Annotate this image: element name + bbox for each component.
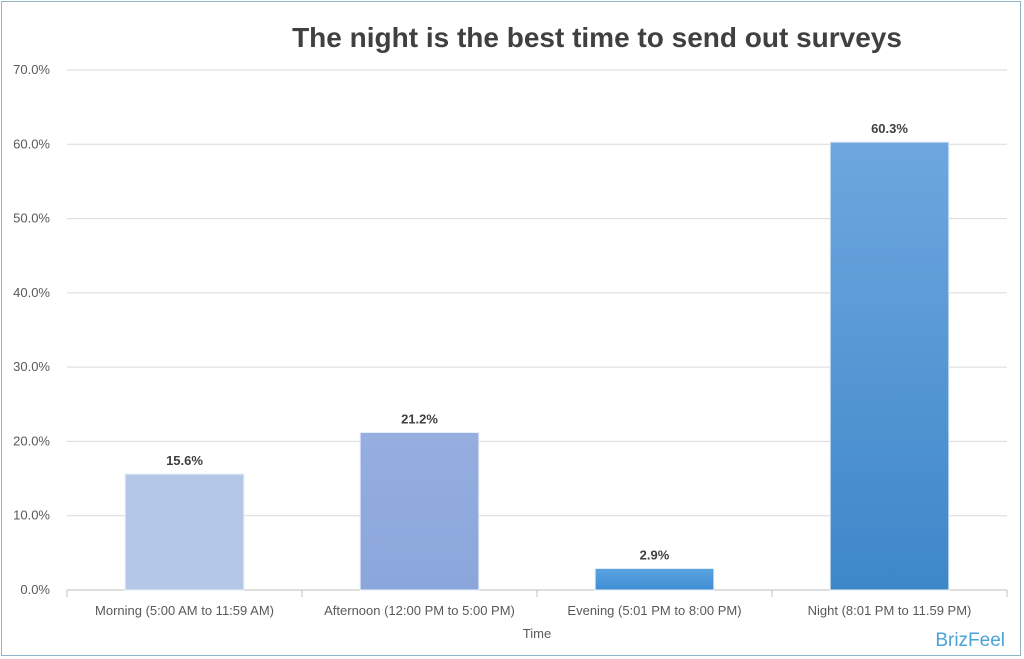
- y-tick-label: 10.0%: [13, 508, 50, 523]
- y-tick-label: 70.0%: [13, 62, 50, 77]
- x-tick-label: Morning (5:00 AM to 11:59 AM): [95, 603, 274, 618]
- bar-layer: [124, 141, 950, 591]
- data-label: 15.6%: [166, 453, 203, 468]
- data-label: 60.3%: [871, 121, 908, 136]
- y-tick-label: 60.0%: [13, 136, 50, 151]
- x-tick-label: Evening (5:01 PM to 8:00 PM): [567, 603, 741, 618]
- y-tick-label: 50.0%: [13, 211, 50, 226]
- data-label: 21.2%: [401, 412, 438, 427]
- x-tick-label: Night (8:01 PM to 11.59 PM): [808, 603, 972, 618]
- label-layer: 0.0% 10.0% 20.0% 30.0% 40.0% 50.0% 60.0% 70.0% 1…: [13, 62, 971, 618]
- bar: [594, 567, 715, 591]
- bar: [124, 473, 245, 591]
- x-axis-title: Time: [523, 626, 551, 641]
- data-label: 2.9%: [640, 547, 670, 562]
- y-tick-label: 40.0%: [13, 285, 50, 300]
- y-tick-label: 20.0%: [13, 433, 50, 448]
- y-tick-label: 0.0%: [20, 582, 50, 597]
- chart-title: The night is the best time to send out s…: [292, 22, 902, 53]
- brand-watermark: BrizFeel: [935, 630, 1005, 651]
- x-tick-label: Afternoon (12:00 PM to 5:00 PM): [324, 603, 515, 618]
- y-tick-label: 30.0%: [13, 359, 50, 374]
- bar: [829, 141, 950, 591]
- bar: [359, 432, 480, 591]
